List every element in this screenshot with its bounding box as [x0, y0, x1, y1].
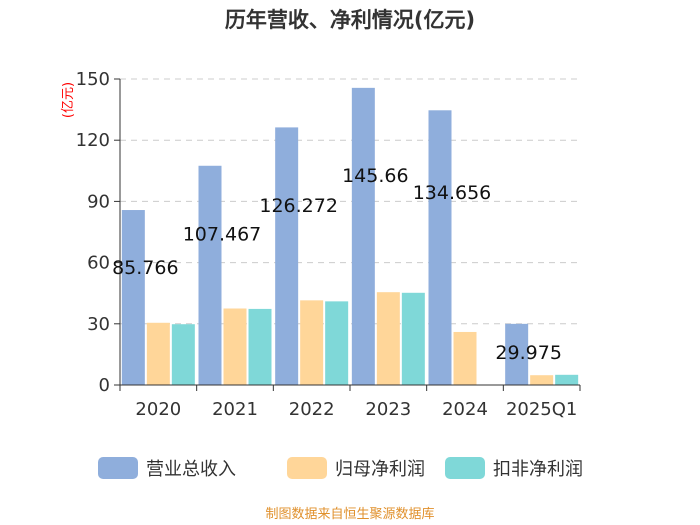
bar-net-profit[interactable]	[453, 331, 477, 385]
bar-net-profit[interactable]	[300, 300, 324, 385]
data-label: 134.656	[413, 182, 492, 204]
legend-label: 营业总收入	[146, 459, 236, 480]
data-label: 29.975	[495, 342, 561, 364]
y-tick-label: 30	[87, 314, 110, 335]
data-label: 126.272	[259, 195, 338, 217]
data-label: 145.66	[342, 165, 408, 187]
y-tick-label: 150	[76, 69, 110, 90]
x-tick-label: 2024	[442, 399, 488, 420]
legend-item[interactable]: 营业总收入	[98, 457, 236, 480]
data-label: 85.766	[112, 257, 178, 279]
bar-net-profit[interactable]	[530, 375, 554, 385]
y-tick-label: 60	[87, 253, 110, 274]
legend-item[interactable]: 归母净利润	[287, 457, 425, 480]
y-tick-label: 90	[87, 191, 110, 212]
y-axis-label: (亿元)	[61, 82, 76, 118]
legend[interactable]: 营业总收入 归母净利润 扣非净利润	[98, 457, 583, 480]
bar-revenue[interactable]	[275, 127, 299, 385]
bar-deducted-net-profit[interactable]	[555, 374, 579, 385]
gridlines	[120, 78, 580, 325]
legend-label: 扣非净利润	[493, 459, 583, 480]
legend-label: 归母净利润	[335, 459, 425, 480]
bar-deducted-net-profit[interactable]	[401, 292, 425, 385]
bar-revenue[interactable]	[198, 165, 222, 385]
bar-revenue[interactable]	[351, 87, 375, 385]
legend-swatch	[287, 457, 327, 479]
y-tick-label: 120	[76, 130, 110, 151]
axes: 0 30 60 90 120 150 2020 2021 2022 2023 2024 2025Q1	[76, 69, 581, 420]
bar-deducted-net-profit[interactable]	[325, 301, 349, 385]
x-tick-label: 2021	[212, 399, 258, 420]
bar-deducted-net-profit[interactable]	[171, 324, 195, 385]
source-note: 制图数据来自恒生聚源数据库	[265, 506, 434, 522]
bar-net-profit[interactable]	[146, 322, 170, 385]
x-tick-label: 2023	[365, 399, 411, 420]
bar-net-profit[interactable]	[376, 292, 400, 385]
chart-title: 历年营收、净利情况(亿元)	[225, 8, 475, 32]
bar-deducted-net-profit[interactable]	[248, 308, 272, 385]
bar-revenue[interactable]	[428, 110, 452, 385]
x-tick-label: 2022	[289, 399, 335, 420]
bars	[121, 87, 579, 386]
legend-item[interactable]: 扣非净利润	[445, 457, 583, 480]
x-tick-label: 2025Q1	[506, 399, 577, 420]
bar-revenue[interactable]	[505, 323, 529, 385]
legend-swatch	[98, 457, 138, 479]
data-label: 107.467	[183, 224, 262, 246]
bar-net-profit[interactable]	[223, 308, 247, 386]
y-tick-label: 0	[99, 375, 110, 396]
bar-revenue[interactable]	[121, 210, 145, 385]
x-tick-label: 2020	[135, 399, 181, 420]
legend-swatch	[445, 457, 485, 479]
